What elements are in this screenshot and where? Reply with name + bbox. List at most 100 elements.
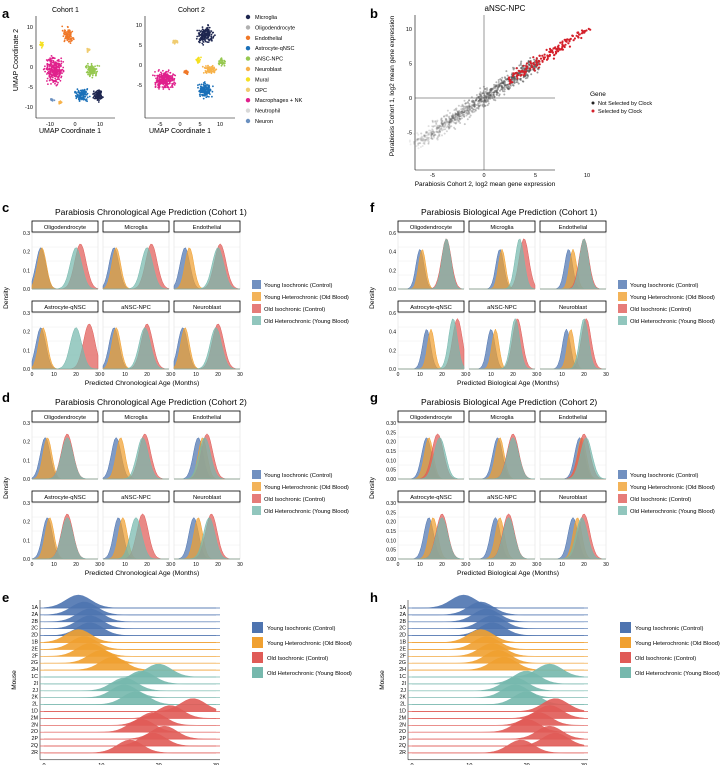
facet-strip: [397, 220, 465, 233]
umap-cell-point: [209, 38, 212, 41]
gene-point: [457, 120, 460, 123]
gene-point: [436, 119, 439, 122]
density-xtick: 0: [173, 562, 176, 568]
facet-strip: [173, 410, 241, 423]
gene-point: [447, 127, 450, 130]
umap-cell-point: [208, 26, 211, 29]
gene-point: [468, 99, 471, 102]
density-xtick: 10: [417, 562, 423, 568]
gene-point: [481, 100, 484, 103]
gene-point: [417, 137, 420, 140]
gene-point: [445, 118, 448, 120]
gene-point: [442, 128, 445, 131]
umap-cell-point: [221, 62, 224, 64]
panel-f-title: Parabiosis Biological Age Prediction (Co…: [421, 207, 597, 217]
gene-point: [456, 111, 459, 113]
gene-point: [454, 128, 457, 130]
gene-point: [453, 121, 456, 124]
group-legend-label: Young Heterochronic (Old Blood): [635, 641, 720, 647]
gene-point: [456, 117, 459, 120]
gene-point: [450, 120, 453, 123]
density-xtick: 10: [51, 562, 57, 568]
gene-point: [503, 80, 506, 83]
density-curve: [32, 437, 98, 480]
facet-strip-label: Neuroblast: [193, 305, 221, 311]
panel-label-b: b: [370, 6, 378, 21]
gene-point: [492, 93, 495, 96]
gene-point: [417, 142, 420, 145]
umap-cell-point: [58, 69, 60, 72]
density-xtick: 30: [95, 372, 101, 378]
mouse-ridge: [44, 725, 216, 740]
umap-cell-point: [196, 35, 199, 38]
mouse-ridge: [412, 643, 584, 657]
density-ytick: 0.0: [23, 477, 30, 483]
gene-point: [434, 124, 437, 127]
gene-point: [436, 127, 439, 130]
density-xtick: 20: [215, 562, 221, 568]
gene-point: [485, 96, 488, 98]
mouse-ridge: [412, 725, 585, 740]
gene-point: [420, 138, 423, 141]
gene-point: [471, 104, 474, 107]
gene-point: [423, 141, 426, 144]
umap-cell-point: [56, 78, 59, 81]
gene-point: [470, 100, 473, 103]
clock-gene-point: [517, 74, 520, 77]
gene-point: [465, 105, 468, 108]
panel-c-title: Parabiosis Chronological Age Prediction …: [55, 207, 247, 217]
density-xtick: 20: [73, 372, 79, 378]
umap-cell-point: [55, 63, 58, 65]
density-xtick: 0: [468, 372, 471, 378]
group-legend-swatch: [620, 667, 631, 678]
facet-strip: [539, 490, 607, 503]
gene-point: [462, 111, 465, 114]
gene-point: [479, 97, 482, 100]
umap-cell-point: [47, 58, 50, 61]
umap-cell-point: [96, 89, 99, 92]
gene-point: [450, 125, 453, 128]
umap-cell-point: [50, 83, 52, 85]
gene-point: [488, 92, 491, 95]
umap-cell-point: [211, 90, 214, 93]
umap-cell-point: [207, 41, 210, 43]
umap-cell-point: [173, 81, 176, 84]
group-legend-label: Old Isochronic (Control): [267, 656, 328, 662]
umap-cell-point: [205, 32, 208, 34]
umap-cell-point: [53, 64, 56, 66]
gene-point: [425, 136, 428, 139]
group-legend-label: Old Heterochronic (Young Blood): [635, 671, 720, 677]
umap-cell-point: [42, 41, 44, 44]
facet-strip-label: Oligodendrocyte: [410, 415, 452, 421]
gene-point: [449, 112, 451, 114]
density-ytick: 0.10: [386, 458, 396, 464]
gene-point: [435, 122, 438, 125]
clock-gene-point: [537, 66, 540, 69]
celltype-legend-label: Microglia: [255, 15, 278, 21]
gene-point: [444, 128, 447, 131]
gene-point: [497, 79, 500, 81]
gene-point: [486, 95, 489, 98]
facet-strip: [102, 300, 170, 313]
umap-cell-point: [47, 63, 49, 66]
gene-point: [445, 130, 448, 133]
gene-point: [475, 107, 478, 110]
gene-point: [466, 112, 469, 115]
gene-point: [457, 110, 459, 113]
mouse-id-label: 2D: [399, 633, 406, 639]
clock-gene-point: [556, 45, 560, 49]
gene-point: [487, 97, 490, 100]
gene-point: [421, 137, 423, 140]
umap-cell-point: [209, 93, 211, 95]
gene-point: [462, 113, 465, 116]
clock-gene-point: [568, 45, 572, 48]
gene-point: [498, 94, 501, 97]
gene-point: [478, 99, 481, 102]
gene-point: [432, 131, 435, 134]
density-xtick: 20: [510, 562, 516, 568]
umap-cell-point: [60, 75, 63, 78]
celltype-legend-dot: [245, 56, 251, 61]
density-xtick: 10: [193, 562, 199, 568]
gene-point: [431, 128, 434, 131]
density-xtick: 10: [417, 372, 423, 378]
